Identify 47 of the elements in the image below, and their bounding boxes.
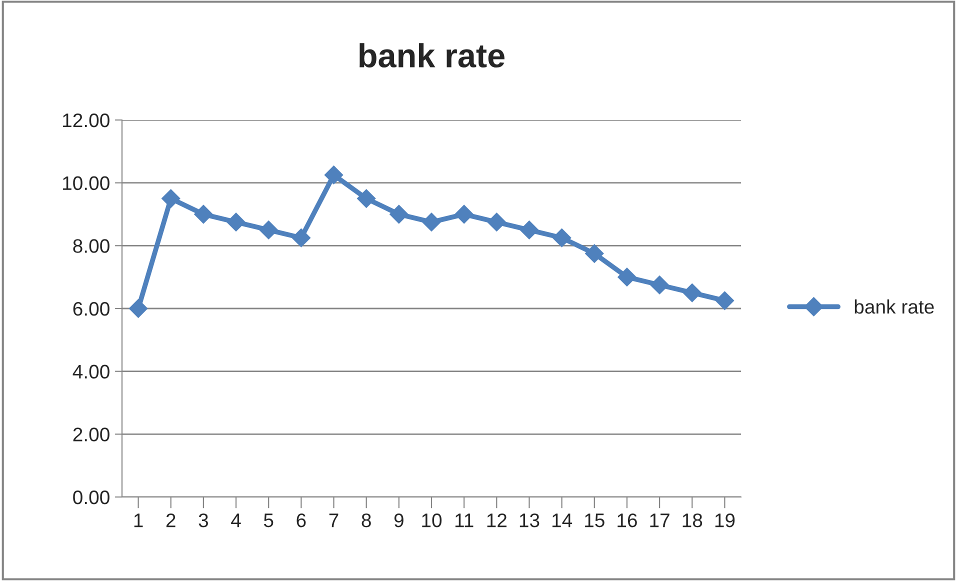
x-tick-label: 10 (422, 513, 442, 528)
y-tick-label: 4.00 (72, 364, 110, 379)
point (128, 299, 148, 318)
x-tick-label: 8 (362, 513, 371, 528)
x-tick-label: 1 (134, 514, 143, 528)
point (552, 228, 572, 248)
x-tick-label: 5 (264, 514, 274, 528)
point (618, 268, 636, 286)
x-tick-label: 19 (715, 513, 735, 528)
point (682, 283, 702, 302)
point (194, 204, 213, 224)
point (454, 204, 474, 224)
x-tick-label: 4 (231, 514, 241, 528)
y-tick-label: 2.00 (73, 428, 110, 442)
point (585, 244, 604, 263)
point (356, 189, 376, 208)
x-tick-label: 2 (166, 513, 176, 528)
x-tick-label: 16 (618, 513, 637, 528)
y-tick-label: 8.00 (73, 239, 110, 253)
x-tick-label: 12 (487, 513, 506, 528)
x-tick-label: 15 (585, 514, 604, 528)
point (324, 166, 344, 184)
point (390, 204, 408, 224)
point (162, 189, 180, 208)
x-tick-label: 6 (296, 513, 306, 528)
y-tick-label: 6.00 (73, 302, 110, 316)
point (520, 220, 539, 240)
point (292, 228, 311, 248)
point (715, 291, 734, 310)
x-tick-label: 13 (520, 513, 540, 528)
y-tick-label: 10.00 (63, 176, 110, 190)
y-tick-label: 0.00 (73, 490, 110, 504)
y-tick-label: 12.00 (63, 113, 110, 128)
point (226, 212, 246, 232)
legend-label: bank rate (854, 299, 934, 314)
chart-title: bank rate (360, 43, 504, 68)
x-tick-label: 17 (650, 514, 670, 528)
point (422, 212, 441, 232)
x-tick-label: 9 (394, 513, 404, 528)
point (259, 220, 278, 240)
x-tick-label: 14 (552, 514, 572, 528)
x-tick-label: 3 (198, 513, 208, 528)
point (487, 212, 506, 232)
x-tick-label: 11 (455, 514, 474, 528)
point (650, 276, 669, 294)
x-tick-label: 18 (682, 513, 702, 528)
x-tick-label: 7 (329, 514, 338, 528)
